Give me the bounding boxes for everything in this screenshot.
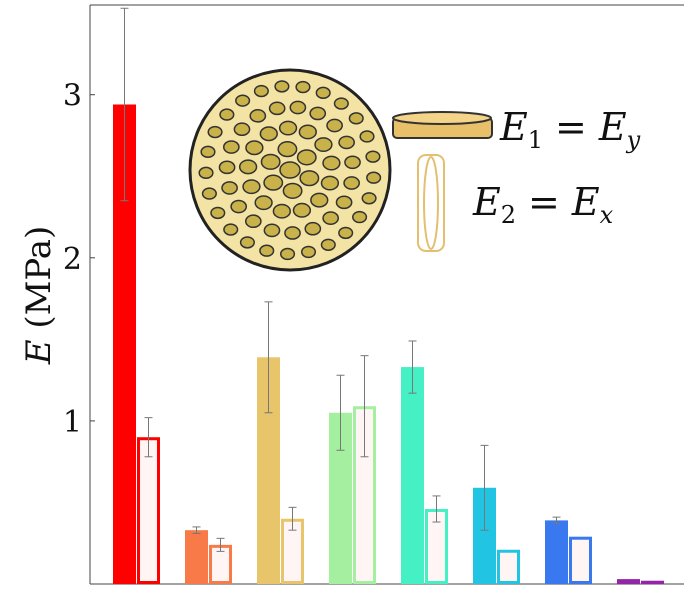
foam-cell bbox=[281, 249, 295, 260]
foam-cell bbox=[323, 212, 338, 224]
foam-cell bbox=[260, 245, 274, 256]
foam-illustration bbox=[190, 70, 390, 270]
foam-cell bbox=[316, 87, 330, 98]
ann-sub: 1 bbox=[528, 126, 543, 154]
y-axis-label: E (MPa) bbox=[19, 226, 59, 366]
foam-cell bbox=[360, 131, 374, 142]
annotation-e1: E1=Ey bbox=[499, 105, 641, 154]
chart: E (MPa) E1=Ey E2=Ex 123 bbox=[0, 0, 684, 586]
foam-cell bbox=[322, 176, 339, 189]
foam-cell bbox=[231, 200, 246, 212]
foam-cell bbox=[270, 102, 285, 114]
foam-cell bbox=[250, 110, 265, 122]
foam-cell bbox=[224, 224, 238, 235]
annotation-e2: E2=Ex bbox=[472, 180, 614, 229]
foam-cell bbox=[335, 98, 349, 109]
foam-cell bbox=[349, 113, 363, 124]
bar-filled bbox=[401, 367, 424, 584]
foam-cell bbox=[275, 81, 289, 92]
ann-symbol: E bbox=[472, 180, 501, 224]
foam-cell bbox=[336, 196, 351, 208]
foam-cell bbox=[236, 95, 250, 106]
y-label-unit: (MPa) bbox=[19, 226, 59, 329]
foam-cell bbox=[344, 177, 359, 189]
foam-cell bbox=[362, 193, 376, 204]
foam-cell bbox=[298, 150, 316, 165]
foam-cell bbox=[283, 183, 301, 198]
ann-sub: x bbox=[600, 201, 614, 229]
foam-cell bbox=[211, 207, 225, 218]
bar-filled bbox=[545, 520, 568, 584]
foam-cell bbox=[224, 141, 239, 153]
foam-cell bbox=[255, 196, 272, 209]
foam-cell bbox=[310, 107, 325, 119]
foam-cell bbox=[315, 138, 332, 151]
bar-open bbox=[499, 551, 519, 582]
foam-cell bbox=[246, 215, 261, 227]
foam-cell bbox=[299, 125, 316, 138]
foam-cell bbox=[220, 109, 234, 120]
foam-cell bbox=[311, 193, 328, 206]
foam-cell bbox=[323, 156, 340, 169]
ann-eq: = bbox=[528, 180, 560, 224]
foam-cell bbox=[353, 212, 367, 223]
ann-symbol: E bbox=[598, 105, 627, 149]
foam-cell bbox=[255, 86, 269, 97]
foam-cell bbox=[290, 101, 305, 113]
ann-sub: y bbox=[626, 126, 641, 154]
foam-cell bbox=[234, 123, 249, 135]
foam-cell bbox=[219, 161, 234, 173]
foam-cell bbox=[300, 171, 318, 186]
foam-cell bbox=[345, 156, 360, 168]
foam-cell bbox=[246, 141, 263, 154]
foam-cell bbox=[264, 175, 282, 190]
bar-open bbox=[643, 582, 663, 583]
foam-cell bbox=[241, 237, 255, 248]
foam-cell bbox=[203, 188, 217, 199]
foam-cell bbox=[278, 142, 296, 157]
disc-flat bbox=[393, 112, 492, 138]
foam-cell bbox=[285, 227, 300, 239]
foam-cell bbox=[366, 151, 380, 162]
bar-open bbox=[139, 439, 159, 583]
ann-sub: 2 bbox=[501, 201, 516, 229]
y-tick-label: 3 bbox=[63, 79, 82, 114]
bar-filled bbox=[617, 579, 640, 584]
foam-cell bbox=[261, 154, 279, 169]
foam-cell bbox=[240, 160, 257, 173]
foam-cell bbox=[367, 172, 381, 183]
foam-cell bbox=[296, 82, 310, 93]
y-label-symbol: E bbox=[19, 339, 59, 365]
foam-cell bbox=[294, 204, 311, 217]
foam-cell bbox=[273, 204, 290, 217]
foam-cell bbox=[243, 180, 260, 193]
foam-cell bbox=[322, 239, 336, 250]
foam-cell bbox=[339, 136, 354, 148]
foam-cell bbox=[208, 127, 222, 138]
foam-cell bbox=[302, 246, 316, 257]
foam-cell bbox=[201, 146, 215, 157]
foam-cell bbox=[339, 227, 353, 238]
foam-cell bbox=[260, 127, 277, 140]
y-tick-label: 1 bbox=[63, 405, 82, 440]
foam-cell bbox=[327, 119, 342, 131]
foam-cell bbox=[280, 162, 300, 178]
foam-cell bbox=[280, 121, 297, 134]
ann-eq: = bbox=[555, 105, 587, 149]
y-tick-label: 2 bbox=[63, 242, 82, 277]
ann-symbol: E bbox=[571, 180, 600, 224]
ann-symbol: E bbox=[499, 105, 528, 149]
foam-cell bbox=[264, 224, 279, 236]
disc-upright bbox=[418, 155, 444, 251]
bar-filled bbox=[185, 530, 208, 584]
foam-cell bbox=[222, 182, 237, 194]
bar-open bbox=[571, 538, 591, 582]
foam-cell bbox=[199, 167, 213, 178]
foam-cell bbox=[305, 223, 320, 235]
